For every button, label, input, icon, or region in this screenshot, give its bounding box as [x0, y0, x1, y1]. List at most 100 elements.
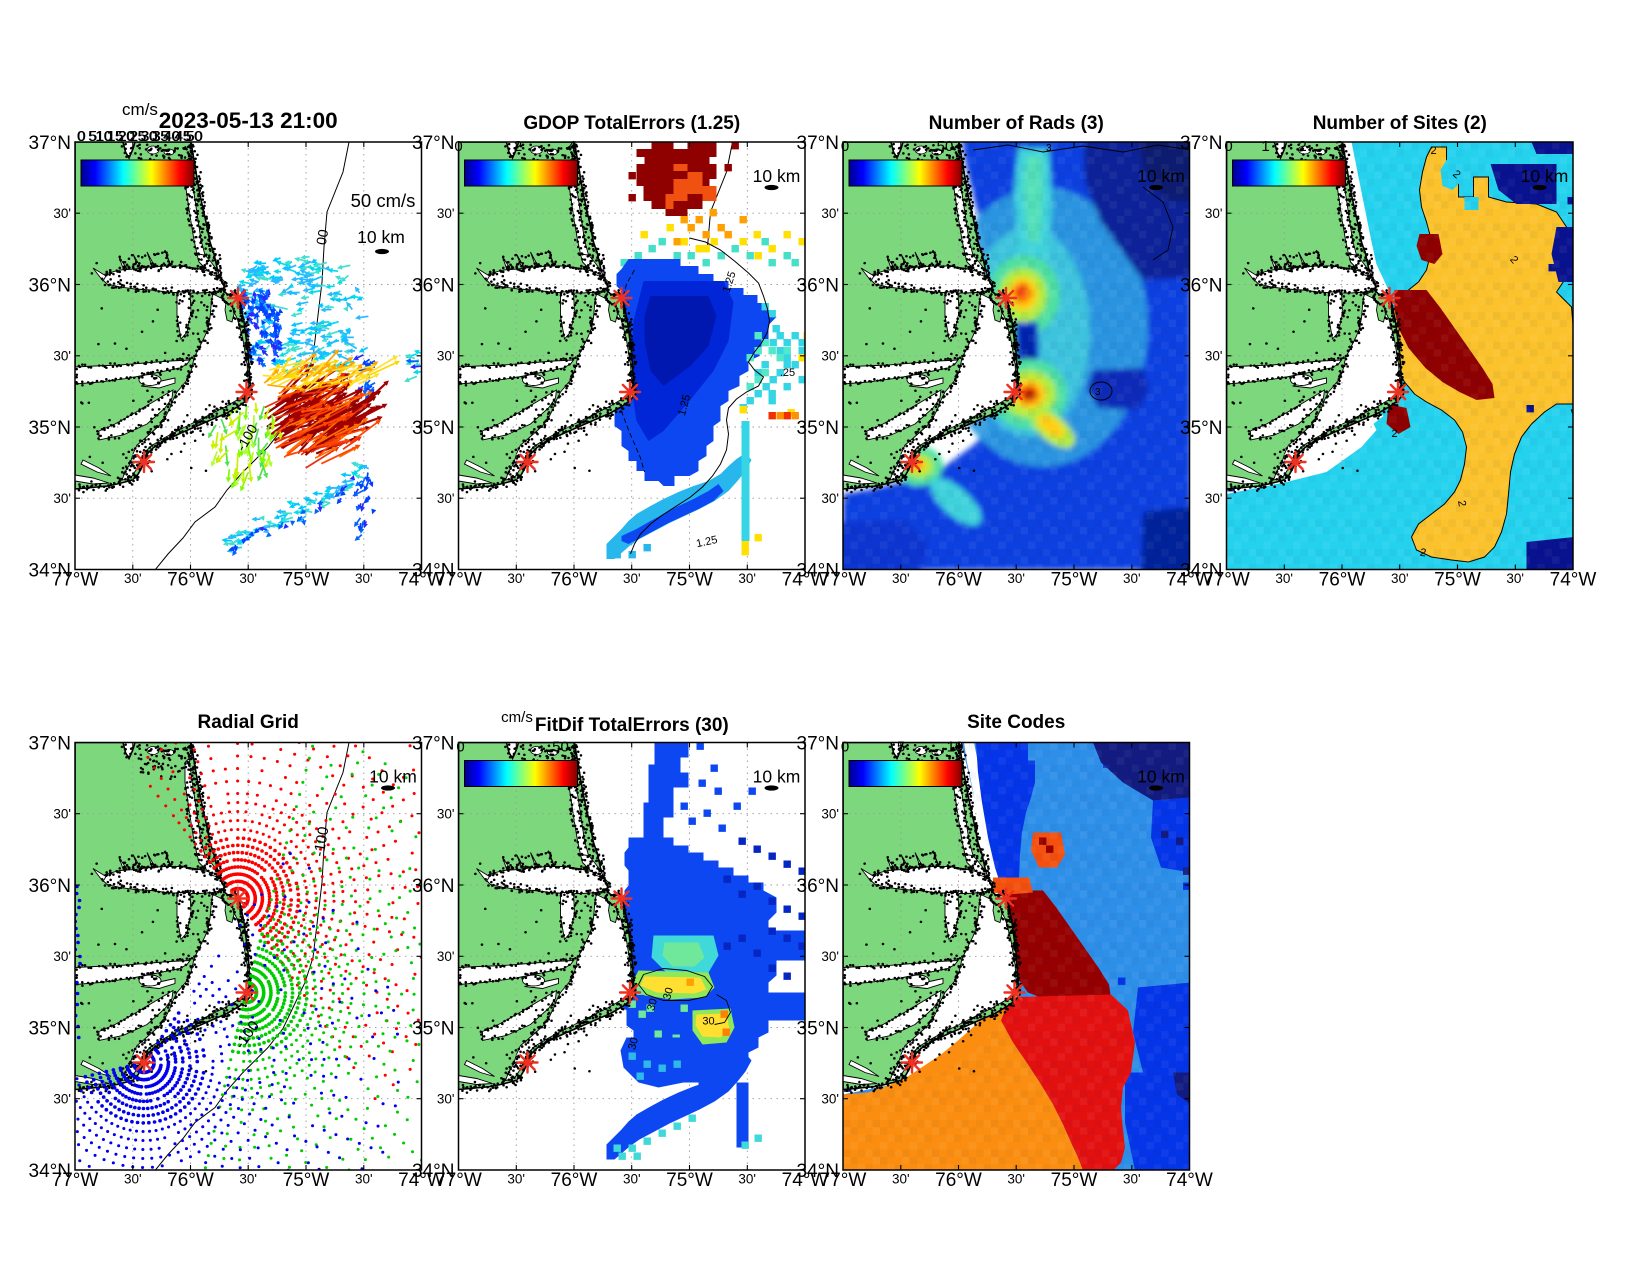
svg-text:10 km: 10 km [357, 227, 405, 247]
svg-text:77°W: 77°W [435, 1170, 482, 1191]
svg-text:25: 25 [130, 128, 147, 145]
svg-text:36°N: 36°N [412, 876, 454, 897]
svg-text:74°W: 74°W [398, 1170, 445, 1191]
svg-text:.25: .25 [780, 367, 795, 379]
svg-text:2: 2 [1391, 428, 1397, 440]
svg-text:76°W: 76°W [1319, 570, 1366, 591]
svg-text:77°W: 77°W [1203, 570, 1250, 591]
svg-text:0: 0 [78, 128, 86, 145]
svg-text:2: 2 [1568, 406, 1581, 416]
svg-text:36°N: 36°N [797, 876, 839, 897]
svg-text:40: 40 [163, 128, 180, 145]
svg-text:10: 10 [947, 739, 964, 756]
svg-text:74°W: 74°W [1166, 1170, 1213, 1191]
svg-text:75°W: 75°W [1434, 570, 1481, 591]
svg-text:3: 3 [1095, 387, 1101, 398]
svg-text:75°W: 75°W [1051, 1170, 1098, 1191]
svg-text:5: 5 [897, 739, 905, 756]
svg-text:-100: -100 [311, 825, 333, 858]
svg-text:30': 30' [507, 571, 525, 586]
svg-text:00: 00 [313, 228, 331, 246]
svg-text:30': 30' [53, 949, 71, 964]
svg-text:74°W: 74°W [398, 570, 445, 591]
svg-text:0: 0 [456, 739, 464, 756]
svg-text:37°N: 37°N [797, 133, 839, 154]
svg-text:10 km: 10 km [753, 166, 801, 186]
svg-text:34°N: 34°N [412, 560, 454, 581]
svg-text:74°W: 74°W [782, 1170, 829, 1191]
svg-text:Radial Grid: Radial Grid [198, 712, 299, 733]
svg-text:37°N: 37°N [412, 133, 454, 154]
svg-text:36°N: 36°N [29, 876, 71, 897]
svg-text:3: 3 [1046, 143, 1052, 154]
svg-text:10 km: 10 km [1521, 166, 1569, 186]
svg-text:36°N: 36°N [1180, 275, 1222, 296]
svg-text:76°W: 76°W [551, 1170, 598, 1191]
svg-text:34°N: 34°N [797, 1161, 839, 1182]
svg-text:1.25: 1.25 [695, 534, 718, 550]
svg-text:76°W: 76°W [167, 1170, 214, 1191]
svg-text:Site Codes: Site Codes [967, 712, 1065, 733]
svg-text:30': 30' [1123, 1172, 1141, 1187]
svg-text:2: 2 [1298, 138, 1306, 155]
svg-text:74°W: 74°W [1550, 570, 1597, 591]
svg-text:30': 30' [1007, 571, 1025, 586]
svg-text:37°N: 37°N [1180, 133, 1222, 154]
svg-text:37°N: 37°N [412, 733, 454, 754]
svg-text:75°W: 75°W [1051, 570, 1098, 591]
svg-text:34°N: 34°N [1180, 560, 1222, 581]
svg-text:35°N: 35°N [1180, 418, 1222, 439]
svg-text:10 km: 10 km [753, 767, 801, 787]
svg-text:40: 40 [164, 128, 181, 145]
svg-text:30: 30 [702, 1016, 714, 1028]
svg-text:77°W: 77°W [820, 1170, 867, 1191]
svg-text:45: 45 [174, 128, 191, 145]
svg-text:2: 2 [1455, 499, 1468, 507]
svg-text:30': 30' [53, 807, 71, 822]
svg-text:30': 30' [623, 1172, 641, 1187]
svg-text:5: 5 [89, 128, 97, 145]
svg-text:1: 1 [1261, 138, 1269, 155]
svg-text:35: 35 [152, 128, 169, 145]
svg-text:30': 30' [53, 206, 71, 221]
svg-text:cm/s: cm/s [501, 709, 533, 726]
svg-text:35°N: 35°N [29, 1018, 71, 1039]
svg-text:50: 50 [937, 138, 954, 155]
svg-text:30': 30' [437, 206, 455, 221]
svg-text:34°N: 34°N [412, 1161, 454, 1182]
svg-text:10: 10 [95, 128, 112, 145]
svg-text:1.25: 1.25 [676, 393, 693, 417]
svg-text:30': 30' [1205, 349, 1223, 364]
svg-text:77°W: 77°W [820, 570, 867, 591]
svg-text:37°N: 37°N [29, 733, 71, 754]
svg-text:0: 0 [77, 128, 85, 145]
svg-text:30': 30' [1391, 571, 1409, 586]
svg-text:30': 30' [124, 571, 142, 586]
svg-text:30': 30' [1123, 571, 1141, 586]
svg-text:30: 30 [141, 128, 158, 145]
svg-text:Number of Rads (3): Number of Rads (3) [929, 113, 1104, 134]
svg-text:2023-05-13 21:00: 2023-05-13 21:00 [159, 108, 338, 133]
svg-text:0: 0 [1224, 138, 1232, 155]
svg-text:30': 30' [1205, 491, 1223, 506]
svg-text:36°N: 36°N [412, 275, 454, 296]
svg-text:77°W: 77°W [52, 570, 99, 591]
svg-text:30': 30' [437, 949, 455, 964]
svg-text:77°W: 77°W [52, 1170, 99, 1191]
svg-text:50: 50 [186, 128, 203, 145]
svg-text:75°W: 75°W [283, 570, 330, 591]
svg-text:0: 0 [841, 739, 849, 756]
svg-text:75°W: 75°W [666, 570, 713, 591]
svg-text:30': 30' [507, 1172, 525, 1187]
svg-text:15: 15 [107, 128, 124, 145]
svg-text:20: 20 [118, 128, 135, 145]
svg-text:30': 30' [53, 1092, 71, 1107]
svg-text:30': 30' [239, 1172, 257, 1187]
svg-text:2: 2 [1430, 145, 1436, 157]
svg-text:2: 2 [1419, 547, 1427, 560]
svg-text:34°N: 34°N [29, 560, 71, 581]
svg-text:75°W: 75°W [666, 1170, 713, 1191]
svg-text:34°N: 34°N [29, 1161, 71, 1182]
svg-text:30': 30' [437, 349, 455, 364]
svg-text:30: 30 [140, 128, 157, 145]
